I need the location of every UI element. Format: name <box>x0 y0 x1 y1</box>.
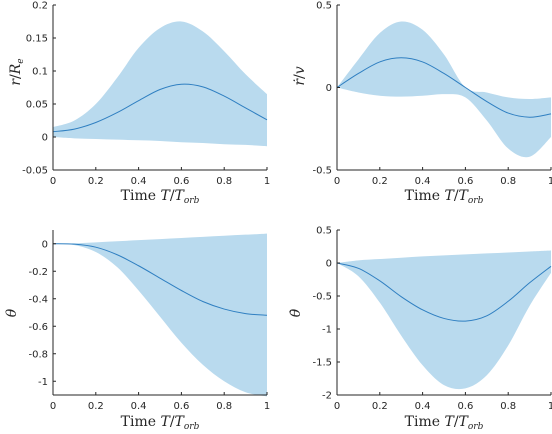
panel-angular-rate-ytick-label: 0.5 <box>316 226 332 237</box>
panel-angle-ytick-label: -1 <box>38 377 48 388</box>
panel-radial-distance-mean-line <box>52 83 268 133</box>
panel-angular-rate-xlabel: Time T/Torb <box>405 414 484 432</box>
panel-radial-distance-ytick-label: 0.15 <box>26 34 48 45</box>
panel-radial-distance-ytick-label: 0 <box>42 133 48 144</box>
panel-angular-rate-band <box>337 250 551 390</box>
panel-radial-velocity-xtick-label: 0.2 <box>372 176 388 187</box>
panel-angle-xtick-label: 1 <box>264 401 270 412</box>
panel-angular-rate-xtick-label: 0.8 <box>500 401 516 412</box>
panel-angular-rate: θ̇ Time T/Torb 0 0.2 0.4 0.6 0.8 1 0.5 0 -0.5 -1 -… <box>288 226 552 433</box>
panel-radial-distance-xtick-label: 0.8 <box>216 176 232 187</box>
panel-angle-ytick-label: 0 <box>42 239 48 250</box>
panel-angle-mean-line <box>52 243 268 316</box>
panel-radial-velocity-xtick-label: 0 <box>334 176 340 187</box>
panel-radial-velocity-band <box>337 21 551 158</box>
panel-angular-rate-ytick-label: -1 <box>322 325 332 336</box>
panel-radial-distance-xtick-label: 0.2 <box>88 176 104 187</box>
panel-radial-distance: r/Re Time T/Torb 0 0.2 0.4 0.6 0.8 1-0.0500.0… <box>8 1 270 207</box>
panel-radial-distance-ytick-label: 0.05 <box>26 100 48 111</box>
panel-radial-distance-ytick-label: 0.1 <box>32 67 48 78</box>
panel-angular-rate-mean-line <box>336 262 552 322</box>
panel-angular-rate-ytick-label: -2 <box>322 391 332 402</box>
panel-angular-rate-xtick-label: 1 <box>548 401 552 412</box>
panel-angular-rate-xtick-label: 0.4 <box>415 401 431 412</box>
panel-radial-velocity-ytick-label: -0.5 <box>312 166 332 177</box>
panel-angle-xtick-label: 0.6 <box>173 401 189 412</box>
panel-angle-xtick-label: 0.8 <box>216 401 232 412</box>
panel-angular-rate-ytick-label: -1.5 <box>312 358 332 369</box>
panel-angular-rate-ytick-label: 0 <box>326 259 332 270</box>
panel-radial-distance-xtick-label: 0 <box>50 176 56 187</box>
panel-angle-ytick-label: -0.6 <box>28 322 48 333</box>
panel-radial-velocity-ylabel: ṙ/v <box>292 66 308 85</box>
panel-angular-rate-xtick-label: 0.2 <box>372 401 388 412</box>
panel-radial-velocity-xtick-label: 0.8 <box>500 176 516 187</box>
panel-angle-xtick-label: 0 <box>50 401 56 412</box>
panel-radial-velocity-ytick-label: 0.5 <box>316 1 332 12</box>
panel-radial-distance-xtick-label: 0.6 <box>173 176 189 187</box>
panel-angle-xtick-label: 0.2 <box>88 401 104 412</box>
panel-radial-velocity-mean-line <box>336 57 552 118</box>
panel-angle: θ Time T/Torb 0 0.2 0.4 0.6 0.8 1 0 -0.2 -0.4 -0.… <box>4 230 270 432</box>
panel-radial-velocity-xtick-label: 0.6 <box>457 176 473 187</box>
panel-angle-xtick-label: 0.4 <box>131 401 147 412</box>
panel-angle-ytick-label: -0.2 <box>28 267 48 278</box>
panel-angle-ylabel: θ <box>4 308 20 317</box>
panel-radial-velocity-ytick-label: 0 <box>326 83 332 94</box>
panel-radial-distance-ylabel: r/Re <box>8 58 26 85</box>
panel-radial-velocity-xtick-label: 1 <box>548 176 552 187</box>
panel-angular-rate-xtick-label: 0 <box>334 401 340 412</box>
panel-radial-velocity: ṙ/v Time T/Torb 0 0.2 0.4 0.6 0.8 1-0.500.5 <box>292 1 552 207</box>
panel-radial-velocity-xlabel: Time T/Torb <box>405 188 484 206</box>
panel-angular-rate-ytick-label: -0.5 <box>312 292 332 303</box>
panel-angle-band <box>53 233 267 397</box>
panel-angular-rate-xtick-label: 0.6 <box>457 401 473 412</box>
panel-angle-xlabel: Time T/Torb <box>121 414 200 432</box>
panel-radial-distance-ytick-label: 0.2 <box>32 1 48 12</box>
panel-angular-rate-ylabel: θ̇ <box>288 308 304 317</box>
panel-angle-ytick-label: -0.8 <box>28 349 48 360</box>
panel-radial-distance-xlabel: Time T/Torb <box>121 188 200 206</box>
panel-angle-ytick-label: -0.4 <box>28 294 48 305</box>
panel-radial-velocity-xtick-label: 0.4 <box>415 176 431 187</box>
panel-radial-distance-ytick-label: -0.05 <box>22 166 48 177</box>
panel-radial-distance-xtick-label: 0.4 <box>131 176 147 187</box>
panel-radial-distance-xtick-label: 1 <box>264 176 270 187</box>
panel-radial-distance-band <box>53 21 267 147</box>
